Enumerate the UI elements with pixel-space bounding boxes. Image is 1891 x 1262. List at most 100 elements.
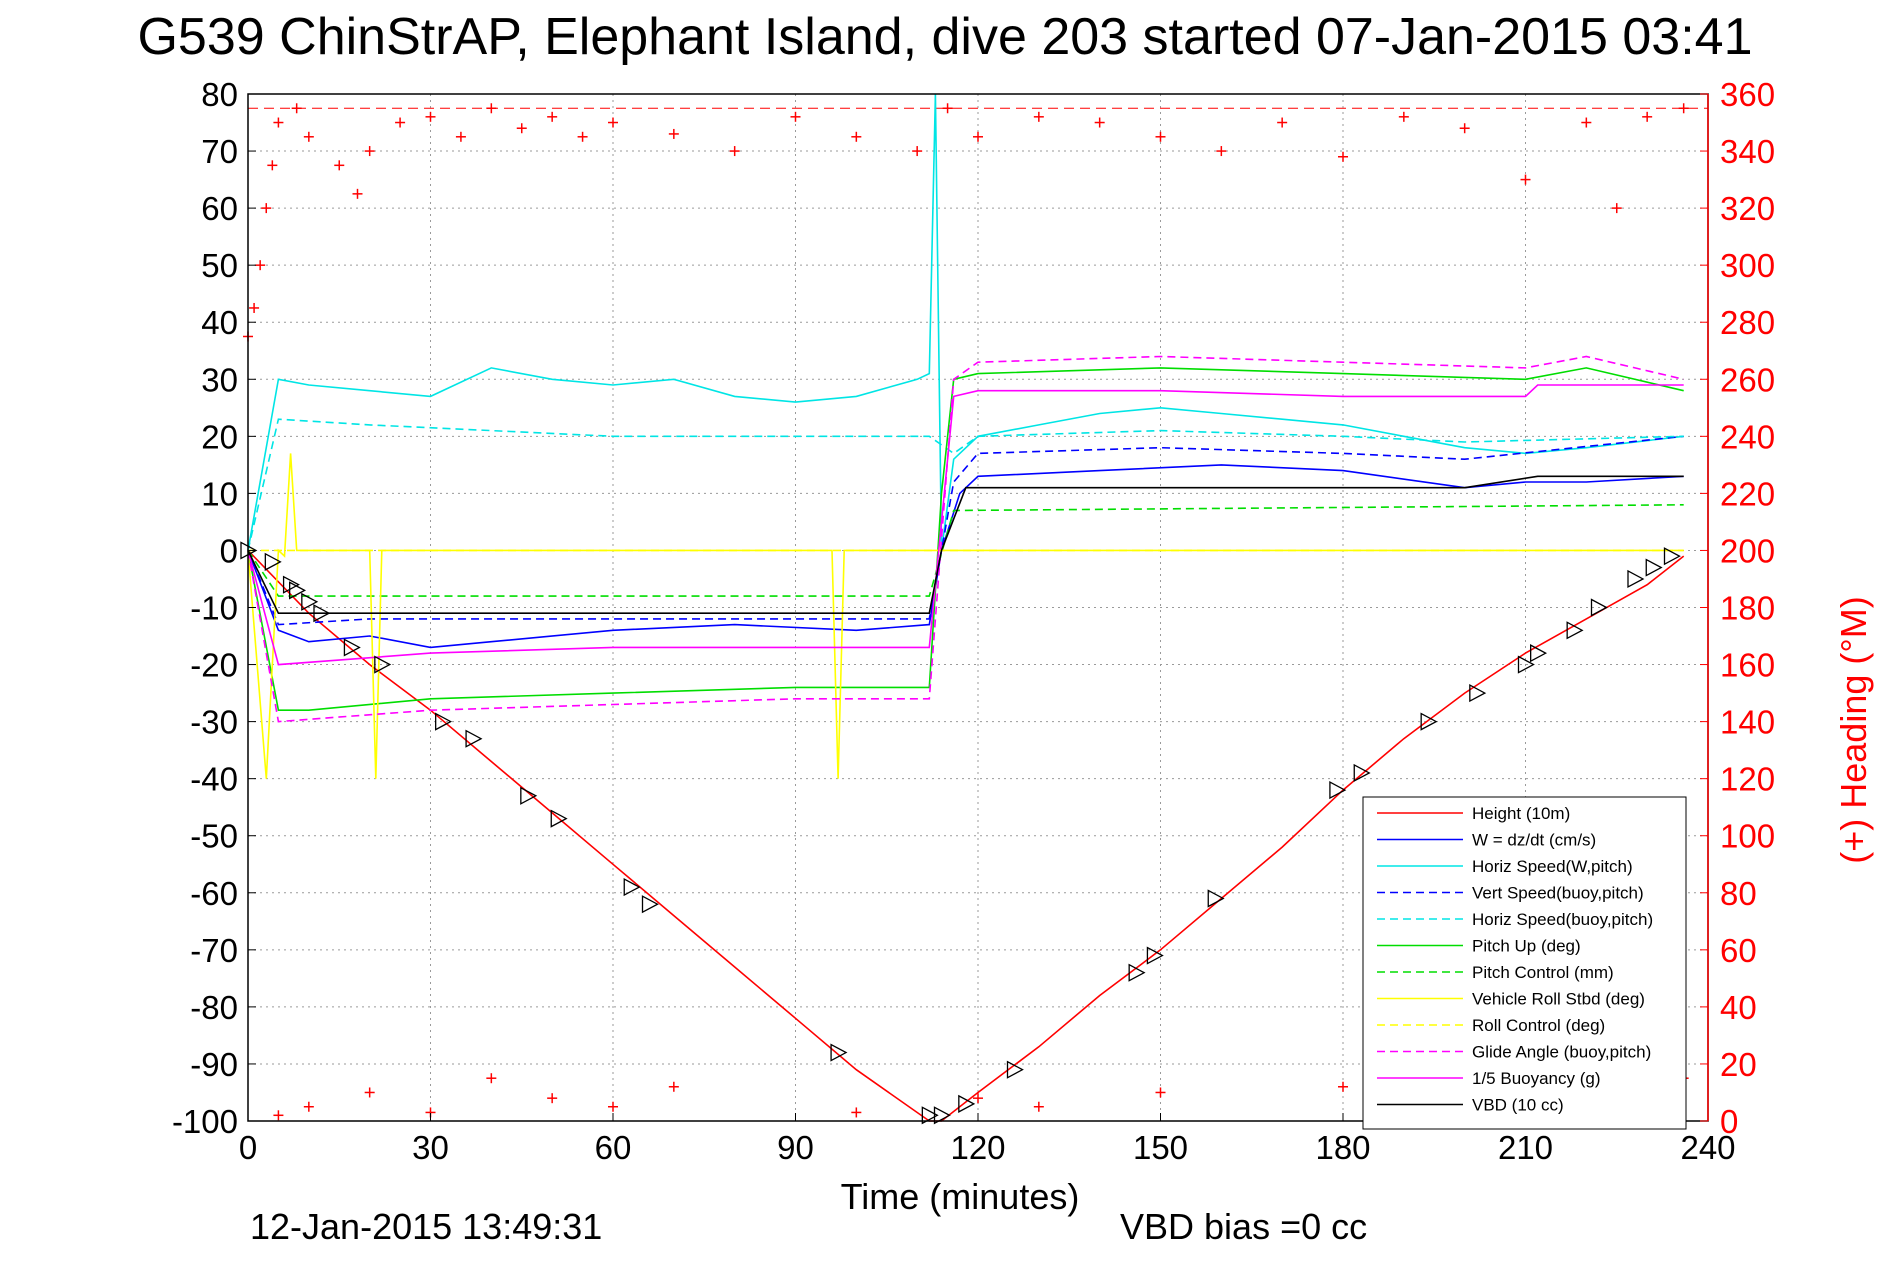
heading-point <box>455 131 466 142</box>
right-tick-label: 180 <box>1720 590 1775 627</box>
right-tick-label: 200 <box>1720 532 1775 569</box>
heading-point <box>395 117 406 128</box>
marker-triangle <box>1128 963 1146 982</box>
heading-point <box>334 160 345 171</box>
x-tick-label: 30 <box>412 1129 449 1166</box>
series-line <box>247 475 1684 615</box>
y-tick-label: 10 <box>201 475 238 512</box>
x-tick-label: 120 <box>950 1129 1005 1166</box>
heading-point <box>1611 203 1622 214</box>
marker-triangle <box>264 552 282 571</box>
legend-label: Pitch Up (deg) <box>1472 937 1581 956</box>
x-tick-label: 240 <box>1680 1129 1735 1166</box>
y-tick-label: 60 <box>201 190 238 227</box>
x-tick-label: 180 <box>1315 1129 1370 1166</box>
marker-triangle <box>830 1043 848 1062</box>
marker-triangle <box>374 655 392 674</box>
heading-point <box>1094 117 1105 128</box>
right-tick-label: 120 <box>1720 761 1775 798</box>
marker-triangle <box>933 1106 951 1125</box>
right-axis-label: (+) Heading (°M) <box>1833 596 1874 863</box>
x-axis-ticks: 0 30 60 90 120 150 180 210 240 <box>239 1113 1736 1166</box>
series-line <box>247 384 1684 666</box>
right-tick-label: 320 <box>1720 190 1775 227</box>
right-tick-label: 280 <box>1720 304 1775 341</box>
heading-point-low <box>486 1073 497 1084</box>
heading-point <box>547 111 558 122</box>
marker-triangle <box>343 638 361 657</box>
marker-triangle <box>1353 763 1371 783</box>
heading-point <box>1338 151 1348 162</box>
heading-point <box>851 131 862 142</box>
y-tick-label: -30 <box>190 704 238 741</box>
series-line <box>247 549 1685 1122</box>
heading-point-low <box>1033 1101 1044 1112</box>
heading-point <box>273 117 284 128</box>
marker-triangle <box>301 592 319 611</box>
heading-point <box>1520 174 1531 185</box>
right-tick-label: 360 <box>1720 76 1775 113</box>
data-series <box>247 93 1685 1122</box>
y-tick-label: -100 <box>172 1103 238 1140</box>
marker-triangle <box>1006 1060 1024 1079</box>
heading-point <box>249 302 260 313</box>
legend-label: Pitch Control (mm) <box>1472 963 1614 982</box>
marker-triangle <box>958 1094 976 1113</box>
y-tick-label: -70 <box>190 932 238 969</box>
heading-point <box>577 131 588 142</box>
heading-point <box>1216 146 1227 157</box>
x-tick-label: 0 <box>239 1129 257 1166</box>
right-tick-label: 80 <box>1720 875 1757 912</box>
marker-triangle <box>1627 569 1645 589</box>
y-tick-label: 70 <box>201 133 238 170</box>
x-tick-label: 90 <box>777 1129 814 1166</box>
right-tick-label: 300 <box>1720 247 1775 284</box>
heading-point <box>364 146 375 157</box>
y-tick-label: 20 <box>201 418 238 455</box>
marker-triangle <box>435 712 453 731</box>
heading-point <box>255 260 266 271</box>
marker-triangle <box>1663 547 1681 566</box>
heading-point <box>1033 111 1044 122</box>
y-tick-label: 40 <box>201 304 238 341</box>
marker-triangle <box>550 809 568 828</box>
marker-triangle <box>641 895 659 914</box>
x-axis-label: Time (minutes) <box>841 1176 1080 1217</box>
heading-point <box>267 160 278 171</box>
marker-triangle <box>1420 712 1438 731</box>
right-tick-label: 160 <box>1720 647 1775 684</box>
heading-point <box>790 111 801 122</box>
right-tick-label: 260 <box>1720 361 1775 398</box>
heading-point <box>516 123 527 134</box>
legend-label: Horiz Speed(W,pitch) <box>1472 857 1633 876</box>
series-line <box>247 93 1684 551</box>
marker-triangle <box>1207 889 1225 908</box>
y-tick-label: -50 <box>190 818 238 855</box>
glider-markers <box>240 541 1681 1125</box>
heading-point-low <box>1338 1081 1348 1092</box>
heading-point <box>1642 111 1653 122</box>
heading-point <box>352 188 363 199</box>
series-line <box>247 464 1684 649</box>
marker-triangle <box>1469 683 1487 703</box>
x-tick-label: 210 <box>1498 1129 1553 1166</box>
heading-point-low <box>1155 1087 1166 1098</box>
marker-triangle <box>1645 558 1663 577</box>
marker-triangle <box>1329 780 1347 800</box>
heading-point <box>973 131 983 142</box>
y-tick-label: -20 <box>190 647 238 684</box>
heading-point <box>608 117 618 128</box>
heading-series <box>243 103 1708 1121</box>
y-tick-label: -10 <box>190 590 238 627</box>
x-tick-label: 60 <box>595 1129 632 1166</box>
heading-point <box>1459 123 1470 134</box>
legend-label: Roll Control (deg) <box>1472 1016 1605 1035</box>
marker-triangle <box>520 786 538 805</box>
right-tick-label: 40 <box>1720 989 1757 1026</box>
series-line <box>247 355 1684 723</box>
series-line <box>247 453 1684 779</box>
right-tick-label: 240 <box>1720 418 1775 455</box>
heading-point <box>1678 103 1689 114</box>
right-tick-label: 0 <box>1720 1103 1738 1140</box>
